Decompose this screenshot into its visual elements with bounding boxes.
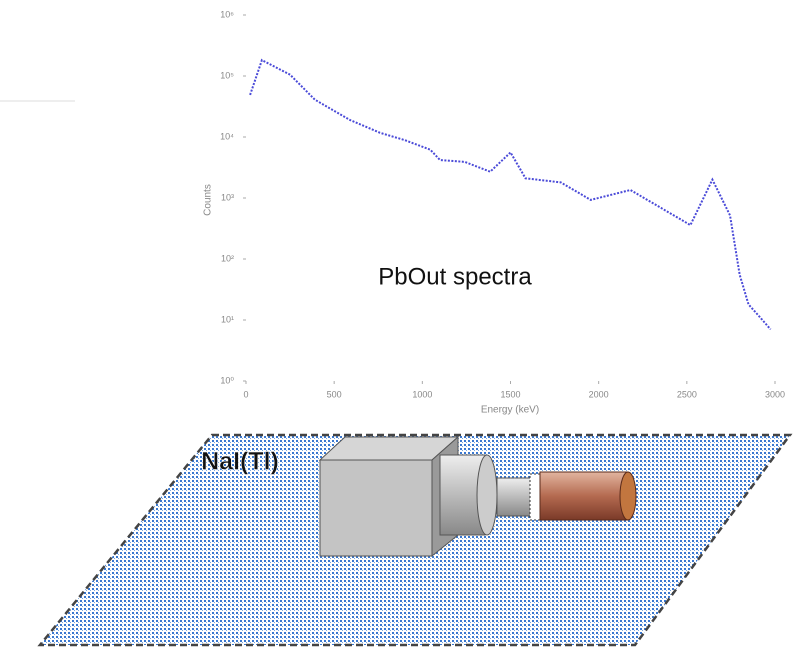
x-tick-label: 1000 <box>412 389 432 399</box>
y-tick-label: 10⁴ <box>220 131 234 141</box>
y-tick-label: 10⁵ <box>220 70 234 80</box>
detector-label: NaI(Tl) <box>201 448 279 476</box>
detector-diagram <box>37 433 793 647</box>
x-tick-label: 0 <box>243 389 248 399</box>
x-tick-label: 3000 <box>765 389 785 399</box>
y-tick-label: 10³ <box>221 192 234 202</box>
spectrum-line <box>249 58 772 331</box>
y-tick-label: 10⁶ <box>220 9 234 19</box>
x-tick-label: 500 <box>327 389 342 399</box>
y-tick-label: 10⁰ <box>220 375 234 385</box>
plot-annotation: PbOut spectra <box>378 263 532 290</box>
y-tick-label: 10² <box>221 253 234 263</box>
pmt <box>539 471 629 521</box>
y-axis-label: Counts <box>203 184 214 216</box>
y-tick-label: 10¹ <box>221 314 234 324</box>
x-tick-label: 1500 <box>500 389 520 399</box>
x-tick-label: 2000 <box>589 389 609 399</box>
cylinder-1-face <box>476 454 498 536</box>
pmt-end <box>619 471 637 521</box>
box-front <box>319 459 433 557</box>
x-axis-label: Energy (keV) <box>481 405 539 416</box>
x-tick-label: 2500 <box>677 389 697 399</box>
